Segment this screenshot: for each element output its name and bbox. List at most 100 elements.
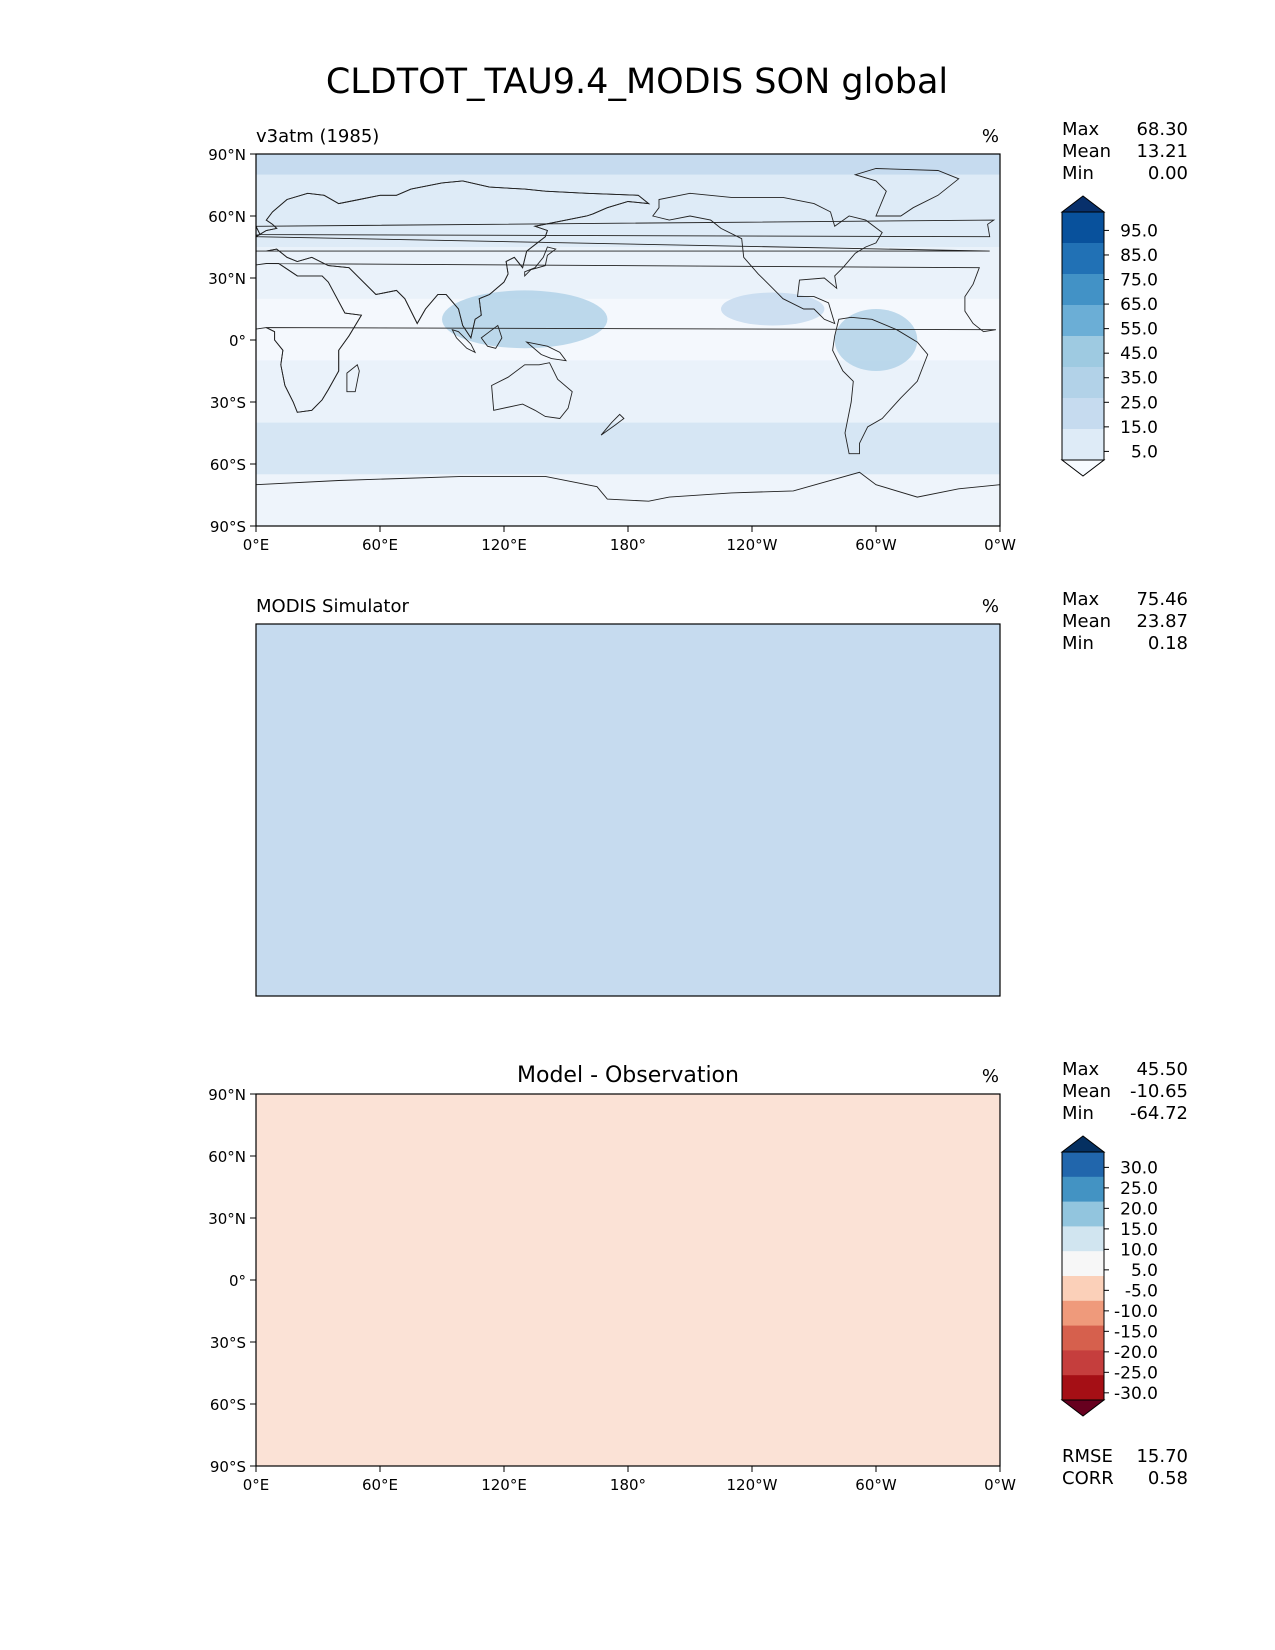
lat-tick-label: 60°N	[208, 208, 246, 226]
colorbar-tick-label: 15.0	[1120, 418, 1158, 438]
lon-tick-label: 60°W	[855, 536, 897, 554]
colorbar-segment	[1062, 1276, 1104, 1302]
field-band	[256, 154, 1000, 175]
lat-tick-label: 90°N	[208, 146, 246, 164]
colorbar-segment	[1062, 1152, 1104, 1178]
coastline	[525, 341, 568, 362]
colorbar-tick-label: 5.0	[1131, 1261, 1158, 1281]
field-blob	[442, 290, 608, 349]
units-label: %	[982, 1066, 999, 1087]
colorbar-tick-label: -10.0	[1114, 1302, 1158, 1322]
lon-tick-label: 60°E	[362, 1476, 398, 1494]
stat-mean-label: Mean	[1062, 141, 1111, 162]
map-frame	[255, 1093, 1001, 1467]
lon-tick-label: 60°W	[855, 1476, 897, 1494]
field-band	[256, 422, 1000, 475]
colorbar-segment	[1062, 1350, 1104, 1376]
colorbar-tick-label: 5.0	[1131, 442, 1158, 462]
lat-tick-label: 30°N	[208, 1210, 246, 1228]
colorbar-tick-label: 45.0	[1120, 344, 1158, 364]
lat-tick-label: 90°S	[210, 518, 246, 536]
stat-max-value: 45.50	[1136, 1059, 1188, 1080]
colorbar-extend-max	[1060, 1135, 1106, 1153]
colorbar-tick-label: 20.0	[1120, 1199, 1158, 1219]
colorbar-tick-label: 95.0	[1120, 221, 1158, 241]
colorbar-segment	[1062, 212, 1104, 244]
field-blob	[834, 309, 918, 371]
metric-rmse-label: RMSE	[1062, 1446, 1113, 1467]
colorbar-segment	[1062, 398, 1104, 430]
colorbar-extend-min	[1060, 1399, 1106, 1417]
lat-tick-label: 0°	[229, 332, 246, 350]
units-label: %	[982, 596, 999, 617]
stats-block: Max 75.46 Mean 23.87 Min 0.18	[1062, 589, 1188, 654]
panel-title: Model - Observation	[517, 1063, 739, 1088]
panel-title: MODIS Simulator	[256, 596, 409, 617]
colorbar-tick-label: -5.0	[1125, 1281, 1158, 1301]
panel-title: v3atm (1985)	[256, 126, 379, 147]
metrics-block: RMSE 15.70 CORR 0.58	[1062, 1446, 1188, 1489]
stats-block: Max 45.50 Mean -10.65 Min -64.72	[1062, 1059, 1188, 1124]
colorbar-tick-label: 65.0	[1120, 295, 1158, 315]
stats-block: Max 68.30 Mean 13.21 Min 0.00	[1062, 119, 1188, 184]
stat-mean-label: Mean	[1062, 611, 1111, 632]
colorbar-segment	[1062, 1375, 1104, 1401]
colorbar-segment	[1062, 243, 1104, 275]
coastline	[853, 168, 960, 217]
stat-max-label: Max	[1062, 589, 1100, 610]
lon-tick-label: 60°E	[362, 536, 398, 554]
lon-axis: 0°E 60°E 120°E 180° 120°W 60°W 0°W	[243, 1466, 1016, 1494]
field-blob	[721, 292, 825, 326]
map-frame	[255, 623, 1001, 997]
field-overlay	[256, 154, 1000, 526]
coastline	[652, 192, 883, 325]
colorbar-frame	[1061, 1151, 1105, 1401]
stat-mean-value: 23.87	[1136, 611, 1188, 632]
lat-tick-label: 90°N	[208, 1086, 246, 1104]
metric-corr-label: CORR	[1062, 1468, 1114, 1489]
lat-axis: 90°N 60°N 30°N 0° 30°S 60°S 90°S	[208, 1086, 256, 1476]
colorbar-tick-label: -30.0	[1114, 1384, 1158, 1404]
colorbar-tick-label: -20.0	[1114, 1343, 1158, 1363]
stat-mean-label: Mean	[1062, 1081, 1111, 1102]
lon-tick-label: 120°W	[727, 1476, 778, 1494]
lat-tick-label: 30°S	[210, 394, 246, 412]
stat-min-value: 0.00	[1148, 163, 1188, 184]
colorbar-segment	[1062, 1201, 1104, 1227]
lon-tick-label: 0°E	[243, 1476, 270, 1494]
coastline	[346, 364, 360, 393]
lat-tick-label: 0°	[229, 1272, 246, 1290]
coastline	[832, 316, 929, 455]
lat-tick-label: 30°S	[210, 1334, 246, 1352]
coastline	[451, 328, 477, 354]
colorbar-segment	[1062, 429, 1104, 461]
lon-tick-label: 120°E	[481, 1476, 527, 1494]
colorbar-segment	[1062, 274, 1104, 306]
colorbar-tick-label: 30.0	[1120, 1158, 1158, 1178]
map-field	[256, 1094, 1000, 1466]
stat-max-label: Max	[1062, 119, 1100, 140]
coastlines	[256, 168, 1000, 526]
stat-max-value: 75.46	[1136, 589, 1188, 610]
lon-tick-label: 180°	[610, 1476, 646, 1494]
colorbar-segment	[1062, 1226, 1104, 1252]
lat-tick-label: 90°S	[210, 1458, 246, 1476]
coastline	[256, 225, 261, 236]
colorbar-segment	[1062, 1251, 1104, 1277]
colorbar-tick-label: 75.0	[1120, 271, 1158, 291]
metric-rmse-value: 15.70	[1136, 1446, 1188, 1467]
colorbar-segment	[1062, 305, 1104, 337]
panel-obs: MODIS Simulator % 90°N 60°N 30°N 0° 30°S 60°S…	[208, 589, 1188, 1494]
stat-min-label: Min	[1062, 163, 1094, 184]
panel-diff: Model - Observation % Max 45.50 Mean -10…	[255, 1059, 1188, 1489]
metric-corr-value: 0.58	[1148, 1468, 1188, 1489]
lon-tick-label: 180°	[610, 536, 646, 554]
stat-max-label: Max	[1062, 1059, 1100, 1080]
lon-tick-label: 120°E	[481, 536, 527, 554]
colorbar-extend-max	[1060, 195, 1106, 213]
lat-axis: 90°N 60°N 30°N 0° 30°S 60°S 90°S	[208, 146, 256, 536]
coastline	[256, 471, 1000, 526]
colorbar: 95.0 85.0 75.0 65.0 55.0 45.0 35.0 25.0 15.0 5.0	[1060, 195, 1158, 477]
coastline	[256, 219, 996, 238]
